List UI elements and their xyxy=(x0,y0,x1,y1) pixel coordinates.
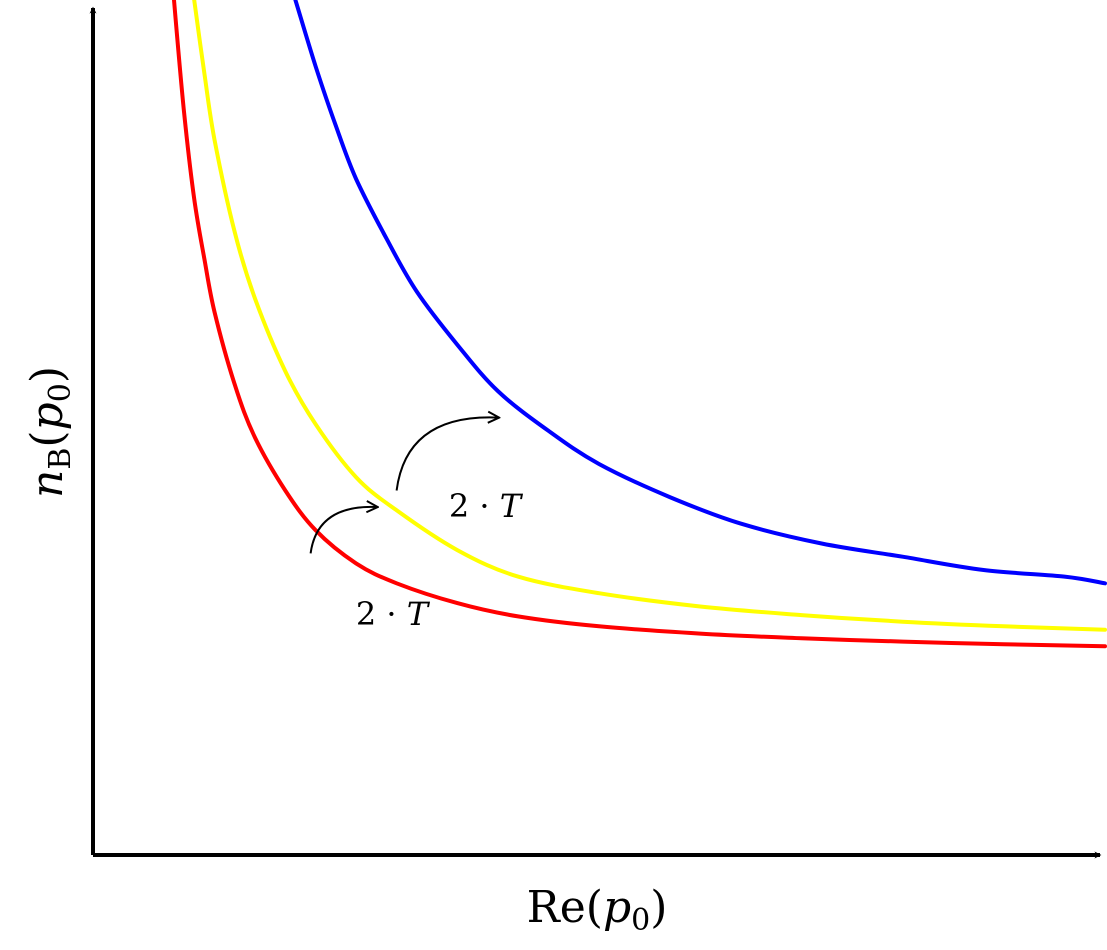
y-axis-label: nB(p0) xyxy=(22,366,78,498)
annotations-group xyxy=(309,417,498,554)
x-axis-label: Re(p0) xyxy=(527,882,668,938)
annotation-label-2: 2 · T xyxy=(449,487,524,525)
curves-group xyxy=(172,0,1107,649)
series-curve-2 xyxy=(192,0,1107,632)
annotation-arrow-2 xyxy=(395,417,498,491)
series-curve-1 xyxy=(172,0,1107,649)
axes xyxy=(89,6,1102,859)
annotation-label-1: 2 · T xyxy=(356,595,431,633)
series-curve-3 xyxy=(293,0,1107,586)
annotation-arrow-1 xyxy=(309,507,377,554)
